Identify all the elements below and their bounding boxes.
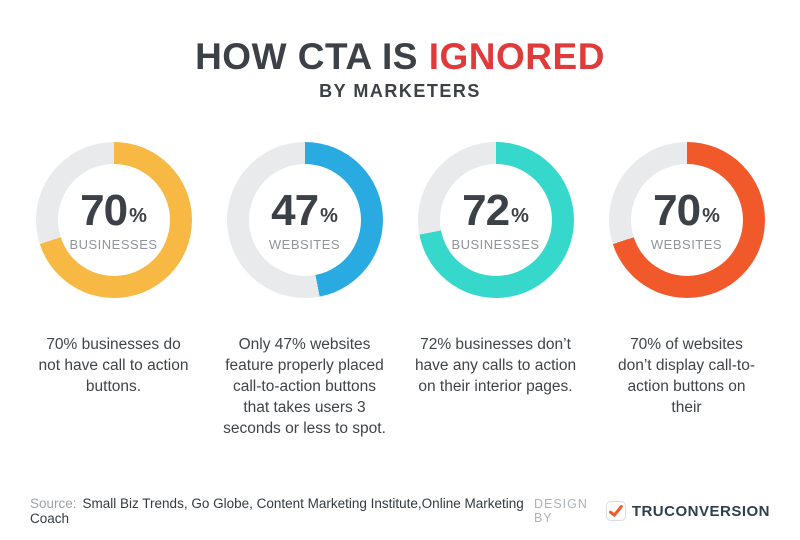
donut-center: 70% WEBSITES bbox=[630, 164, 743, 276]
percent-sign: % bbox=[320, 204, 338, 227]
donut-chart-row: 70% BUSINESSES 70% businesses do not hav… bbox=[0, 142, 800, 439]
donut-center: 72% BUSINESSES bbox=[439, 164, 552, 276]
stat-description: 70% of websites don’t display call-to-ac… bbox=[618, 336, 755, 416]
title-dark-part: HOW CTA IS bbox=[195, 36, 418, 77]
design-by-label: DESIGN BY bbox=[533, 497, 588, 525]
page-subtitle: BY MARKETERS bbox=[319, 81, 481, 101]
percent-readout: 70% bbox=[653, 185, 720, 235]
stat-column-4: 70% WEBSITES 70% of websites don’t displ… bbox=[591, 142, 782, 439]
design-credit: DESIGN BY TRUCONVERSION bbox=[534, 497, 770, 525]
percent-value: 72 bbox=[462, 185, 510, 235]
stat-column-1: 70% BUSINESSES 70% businesses do not hav… bbox=[18, 142, 209, 439]
percent-sign: % bbox=[129, 204, 147, 227]
percent-value: 47 bbox=[271, 185, 319, 235]
truconversion-logo-icon bbox=[605, 501, 626, 521]
stat-description: 72% businesses don’t have any calls to a… bbox=[414, 336, 577, 395]
title-highlight: IGNORED bbox=[428, 36, 605, 77]
donut-chart-businesses-70: 70% BUSINESSES bbox=[35, 142, 192, 298]
donut-label: BUSINESSES bbox=[451, 236, 540, 252]
percent-value: 70 bbox=[653, 185, 701, 235]
donut-label: BUSINESSES bbox=[69, 236, 158, 252]
source-text: Small Biz Trends, Go Globe, Content Mark… bbox=[30, 496, 524, 526]
stat-column-2: 47% WEBSITES Only 47% websites feature p… bbox=[209, 142, 400, 439]
percent-sign: % bbox=[702, 204, 720, 227]
donut-label: WEBSITES bbox=[650, 236, 723, 252]
donut-chart-websites-70: 70% WEBSITES bbox=[608, 142, 765, 298]
footer: Source: Small Biz Trends, Go Globe, Conte… bbox=[0, 496, 800, 526]
brand-name: TRUCONVERSION bbox=[631, 502, 770, 520]
donut-center: 70% BUSINESSES bbox=[57, 164, 170, 276]
page-title: HOW CTA IS IGNORED bbox=[0, 36, 800, 78]
donut-label: WEBSITES bbox=[268, 236, 341, 252]
percent-readout: 47% bbox=[271, 185, 338, 235]
percent-readout: 70% bbox=[80, 185, 147, 235]
source-label: Source: bbox=[30, 496, 77, 511]
donut-center: 47% WEBSITES bbox=[248, 164, 361, 276]
percent-readout: 72% bbox=[462, 185, 529, 235]
source-credits: Source: Small Biz Trends, Go Globe, Conte… bbox=[30, 496, 534, 526]
percent-value: 70 bbox=[80, 185, 128, 235]
donut-chart-websites-47: 47% WEBSITES bbox=[226, 142, 383, 298]
stat-description: 70% businesses do not have call to actio… bbox=[38, 336, 189, 395]
stat-column-3: 72% BUSINESSES 72% businesses don’t have… bbox=[400, 142, 591, 439]
stat-description: Only 47% websites feature properly place… bbox=[223, 336, 386, 437]
header: HOW CTA IS IGNORED BY MARKETERS bbox=[0, 0, 800, 102]
percent-sign: % bbox=[511, 204, 529, 227]
donut-chart-businesses-72: 72% BUSINESSES bbox=[417, 142, 574, 298]
